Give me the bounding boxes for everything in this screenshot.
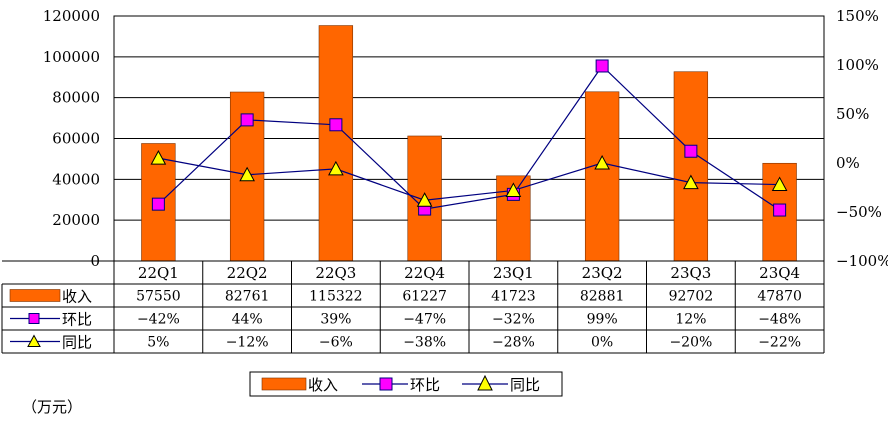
table-cell-qoq: 39% [320, 312, 351, 328]
yoy-marker [683, 174, 699, 190]
qoq-marker [684, 144, 698, 158]
table-cell-revenue: 41723 [491, 289, 536, 305]
x-axis-category-label: 22Q4 [404, 264, 445, 282]
left-axis-tick-label: 80000 [52, 89, 100, 107]
x-axis-category-label: 22Q1 [138, 264, 179, 282]
table-cell-yoy: −28% [492, 335, 535, 351]
table-cell-yoy: 5% [147, 335, 169, 351]
unit-label: （万元） [22, 398, 83, 416]
table-cell-qoq: 44% [232, 312, 263, 328]
table-cell-yoy: −38% [403, 335, 446, 351]
table-cell-qoq: 12% [675, 312, 706, 328]
table-cell-qoq: −47% [403, 312, 446, 328]
yoy-marker [771, 176, 788, 192]
table-key-yoy-marker [27, 334, 41, 347]
table-key-revenue [9, 289, 61, 302]
left-axis-tick-label: 120000 [43, 7, 100, 25]
table-cell-qoq: −48% [758, 312, 801, 328]
left-axis-tick-label: 40000 [52, 170, 100, 188]
qoq-marker [240, 113, 254, 127]
yoy-marker [150, 150, 167, 165]
x-axis-category-label: 23Q2 [582, 264, 623, 282]
legend-key-qoq-marker [379, 377, 393, 391]
table-cell-yoy: −6% [319, 335, 353, 351]
revenue-bar [673, 71, 709, 262]
table-cell-yoy: −12% [226, 335, 269, 351]
qoq-line [157, 65, 780, 211]
right-axis-tick-label: −50% [836, 203, 882, 221]
table-key-qoq-marker [28, 313, 40, 324]
revenue-bar [584, 91, 620, 262]
table-cell-qoq: 99% [587, 312, 618, 328]
revenue-bar [318, 25, 354, 262]
legend-key-yoy-marker [477, 374, 493, 391]
table-cell-revenue: 47870 [757, 289, 802, 305]
left-axis-tick-label: 20000 [52, 211, 100, 229]
yoy-marker [328, 160, 344, 176]
right-axis-tick-label: 0% [836, 154, 860, 172]
yoy-marker [416, 192, 433, 207]
table-cell-revenue: 92702 [669, 289, 714, 305]
x-axis-category-label: 23Q4 [759, 264, 800, 282]
legend-label-yoy: 同比 [510, 376, 540, 394]
legend-key-revenue [261, 377, 307, 391]
x-axis-category-label: 23Q3 [670, 264, 711, 282]
left-axis-tick-label: 100000 [43, 48, 100, 66]
table-row-header: 收入 [62, 288, 92, 306]
right-axis-tick-label: −100% [836, 252, 888, 270]
table-cell-qoq: −32% [492, 312, 535, 328]
qoq-marker [773, 203, 787, 217]
table-cell-yoy: −20% [669, 335, 712, 351]
right-axis-tick-label: 100% [836, 56, 879, 74]
legend-label-qoq: 环比 [410, 376, 440, 394]
table-cell-revenue: 82761 [225, 289, 270, 305]
table-row-header: 同比 [62, 334, 92, 352]
table-row-header: 环比 [62, 311, 92, 329]
qoq-marker [595, 59, 609, 73]
right-axis-tick-label: 50% [836, 105, 869, 123]
table-cell-yoy: −22% [758, 335, 801, 351]
table-cell-revenue: 61227 [402, 289, 447, 305]
table-cell-revenue: 57550 [136, 289, 181, 305]
table-cell-revenue: 82881 [580, 289, 625, 305]
qoq-marker [151, 197, 165, 211]
yoy-line [158, 157, 780, 201]
table-cell-revenue: 115322 [309, 289, 362, 305]
right-axis-tick-label: 150% [836, 7, 879, 25]
x-axis-category-label: 22Q2 [227, 264, 268, 282]
yoy-marker [505, 182, 522, 197]
legend-label-revenue: 收入 [308, 376, 338, 394]
left-axis-tick-label: 60000 [52, 130, 100, 148]
table-cell-qoq: −42% [137, 312, 180, 328]
yoy-marker [239, 166, 255, 182]
qoq-marker [329, 118, 343, 132]
yoy-marker [594, 154, 610, 170]
table-cell-yoy: 0% [591, 335, 613, 351]
x-axis-category-label: 23Q1 [493, 264, 534, 282]
x-axis-category-label: 22Q3 [315, 264, 356, 282]
